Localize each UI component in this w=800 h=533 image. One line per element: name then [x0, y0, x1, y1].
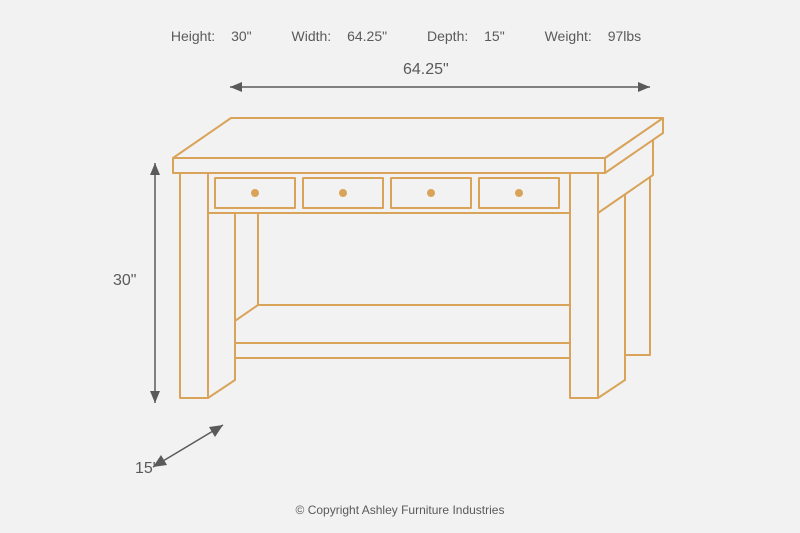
spec-row: Height: 30" Width: 64.25" Depth: 15" Wei… [0, 28, 800, 44]
depth-label: 15" [135, 460, 158, 478]
sofa-table [173, 118, 663, 398]
spec-height: Height: 30" [159, 28, 252, 44]
width-arrow [230, 82, 650, 92]
furniture-diagram: 64.25" 30" 15" [95, 65, 705, 485]
width-label: 64.25" [403, 61, 449, 79]
spec-depth: Depth: 15" [415, 28, 505, 44]
copyright-text: © Copyright Ashley Furniture Industries [0, 503, 800, 517]
height-arrow [150, 163, 160, 403]
spec-width: Width: 64.25" [280, 28, 388, 44]
depth-arrow [153, 425, 223, 467]
spec-weight: Weight: 97lbs [533, 28, 642, 44]
height-label: 30" [113, 272, 136, 290]
diagram-svg [95, 65, 705, 485]
